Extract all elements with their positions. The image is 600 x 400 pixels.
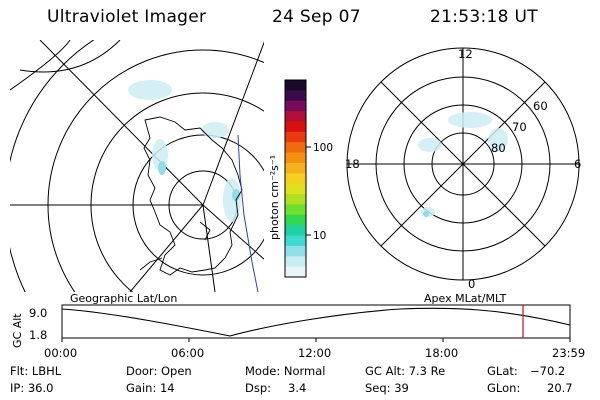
mlt-hour-label: 12 — [458, 47, 473, 61]
time-tick-label: 00:00 — [44, 346, 77, 360]
altitude-curve — [61, 307, 571, 337]
altitude-y-tick: 1.8 — [29, 328, 47, 342]
color-bar-swatch — [285, 256, 306, 268]
instrument-title: Ultraviolet Imager — [47, 7, 207, 27]
mlat-label: 60 — [533, 99, 548, 113]
glon-label: GLon: — [487, 381, 521, 395]
color-bar-swatch — [285, 173, 306, 185]
color-bar-swatch — [285, 100, 306, 112]
color-bar-unit-label: photon cm⁻²s⁻¹ — [268, 155, 281, 240]
color-bar-swatch — [285, 245, 306, 257]
color-bar-frame — [284, 79, 307, 278]
color-bar-swatch — [285, 131, 306, 143]
door-readout: Door: Open — [126, 364, 192, 378]
dsp-value: 3.4 — [288, 381, 307, 395]
mlat-label: 70 — [512, 120, 527, 134]
glat-label: GLat: — [487, 364, 518, 378]
mlt-meridian — [380, 81, 546, 247]
color-bar-swatch — [285, 162, 306, 174]
color-bar-swatch — [285, 90, 306, 102]
altitude-y-tick: 9.0 — [29, 306, 47, 320]
color-bar-tick-label: 10 — [313, 230, 326, 242]
mlt-hour-label: 0 — [468, 277, 475, 291]
mlat-label: 80 — [491, 141, 506, 155]
geographic-projection-label: Geographic Lat/Lon — [70, 292, 178, 305]
color-bar-swatch — [285, 152, 306, 164]
color-bar-swatches — [285, 80, 306, 278]
color-bar-swatch — [285, 204, 306, 216]
color-bar-swatch — [285, 194, 306, 206]
color-bar-swatch — [285, 214, 306, 226]
filter-readout: Flt: LBHL — [10, 364, 62, 378]
color-bar-swatch — [285, 266, 306, 278]
mlt-hour-label: 18 — [345, 157, 360, 171]
gain-readout: Gain: 14 — [126, 381, 175, 395]
date-label: 24 Sep 07 — [272, 7, 361, 27]
gc-alt-readout: GC Alt: 7.3 Re — [365, 364, 446, 378]
color-bar-swatch — [285, 80, 306, 91]
time-label: 21:53:18 UT — [430, 7, 538, 27]
seq-readout: Seq: 39 — [365, 381, 409, 395]
dsp-label: Dsp: — [245, 381, 272, 395]
glon-value: 20.7 — [547, 381, 573, 395]
time-tick-label: 23:59 — [552, 346, 585, 360]
color-bar-tick-label: 100 — [313, 142, 333, 154]
color-bar-swatch — [285, 235, 306, 247]
aurora-oval-segment — [418, 138, 442, 152]
color-bar-swatch — [285, 121, 306, 133]
ip-readout: IP: 36.0 — [10, 381, 54, 395]
time-tick-label: 06:00 — [171, 346, 204, 360]
mlt-hour-label: 6 — [574, 157, 581, 171]
aurora-oval-segment — [448, 112, 492, 128]
apex-projection-label: Apex MLat/MLT — [424, 292, 507, 305]
color-bar-swatch — [285, 225, 306, 237]
color-bar-swatch — [285, 111, 306, 123]
aurora-oval-segment — [488, 128, 508, 152]
glat-value: −70.2 — [530, 364, 566, 378]
color-bar-swatch — [285, 183, 306, 195]
aurora-oval-core — [423, 211, 429, 217]
time-tick-label: 12:00 — [298, 346, 331, 360]
mode-readout: Mode: Normal — [245, 364, 326, 378]
altitude-plot-frame — [61, 304, 571, 339]
altitude-axis-label: GC Alt — [11, 313, 24, 348]
time-tick-label: 18:00 — [425, 346, 458, 360]
color-bar-swatch — [285, 142, 306, 154]
